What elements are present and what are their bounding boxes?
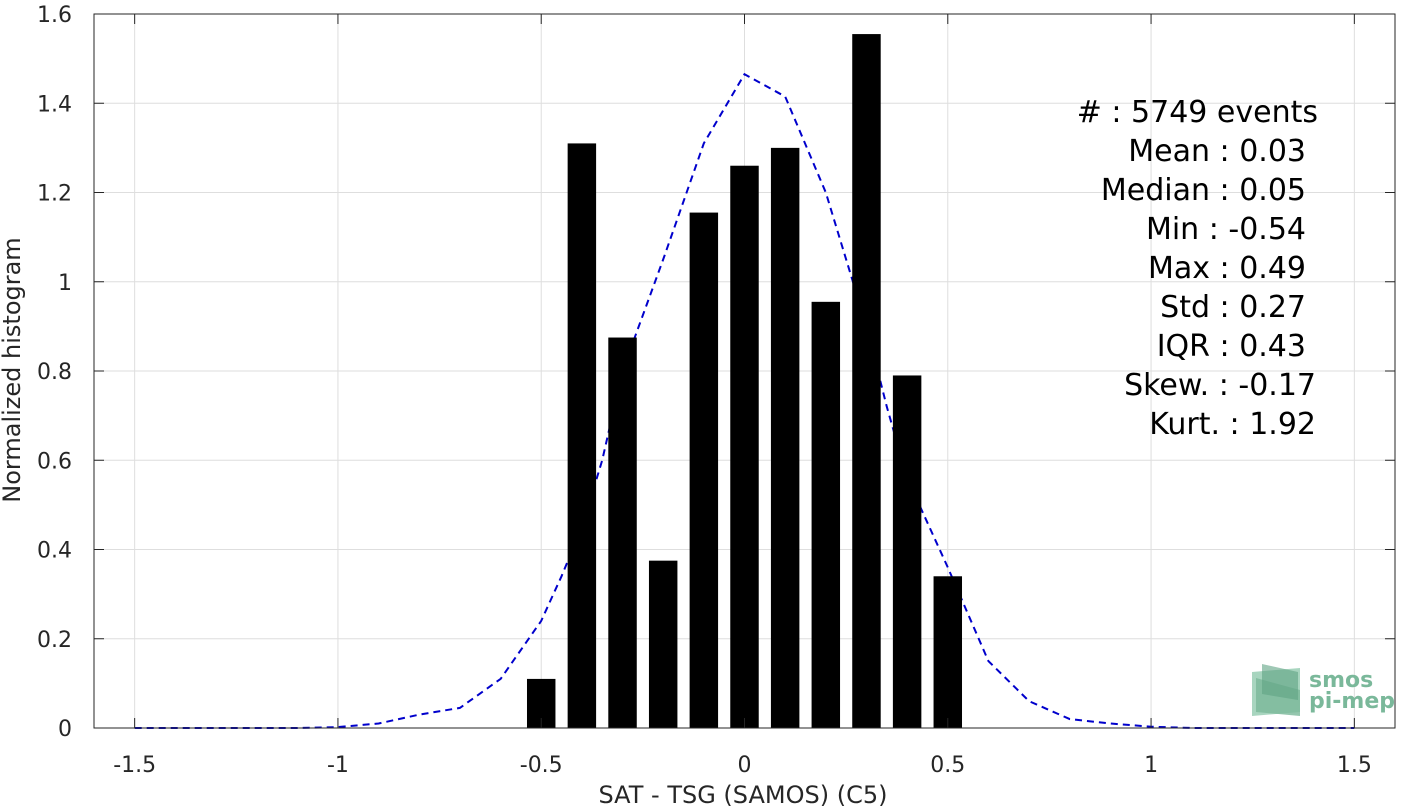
x-tick-label: 1.5 xyxy=(1337,753,1372,778)
stat-line: Mean : 0.03 xyxy=(1128,134,1306,169)
stat-line: Max : 0.49 xyxy=(1148,251,1306,286)
x-axis-title: SAT - TSG (SAMOS) (C5) xyxy=(599,781,888,809)
tick-marks xyxy=(94,13,1395,729)
stat-line: Median : 0.05 xyxy=(1101,173,1306,208)
histogram-bar xyxy=(933,576,963,728)
x-tick-labels: -1.5 -1 -0.5 0 0.5 1 1.5 xyxy=(113,753,1372,778)
stat-line: Skew. : -0.17 xyxy=(1124,368,1316,403)
histogram-bar xyxy=(689,212,719,729)
histogram-bar xyxy=(811,301,841,728)
histogram-bar xyxy=(648,560,678,728)
smos-pi-mep-logo: smos pi-mep xyxy=(1252,664,1395,716)
stat-line: Min : -0.54 xyxy=(1146,212,1306,247)
y-tick-label: 1.2 xyxy=(37,182,72,207)
y-tick-labels: 0 0.2 0.4 0.6 0.8 1 1.2 1.4 1.6 xyxy=(37,3,72,742)
y-tick-label: 0.6 xyxy=(37,449,72,474)
y-tick-label: 1 xyxy=(58,271,72,296)
stat-line: IQR : 0.43 xyxy=(1157,329,1306,364)
stat-line: Kurt. : 1.92 xyxy=(1149,407,1316,442)
y-tick-label: 0.2 xyxy=(37,628,72,653)
x-tick-label: -0.5 xyxy=(520,753,563,778)
x-tick-label: 0 xyxy=(738,753,752,778)
histogram-bar xyxy=(770,147,800,728)
logo-text-smos: smos xyxy=(1309,668,1373,693)
x-tick-label: -1.5 xyxy=(113,753,156,778)
histogram-bar xyxy=(892,375,922,728)
histogram-bar xyxy=(608,337,637,728)
stat-line: Std : 0.27 xyxy=(1160,290,1306,325)
y-axis-title: Normalized histogram xyxy=(0,237,26,502)
histogram-bar xyxy=(567,143,597,729)
y-tick-label: 0.4 xyxy=(37,539,72,564)
bars-group xyxy=(526,34,963,729)
histogram-bar xyxy=(852,34,881,729)
y-tick-label: 1.6 xyxy=(37,3,72,28)
statistics-box: # : 5749 events Mean : 0.03 Median : 0.05 M… xyxy=(1077,95,1318,442)
y-tick-label: 0.8 xyxy=(37,360,72,385)
stat-line: # : 5749 events xyxy=(1077,95,1318,130)
logo-mark-icon xyxy=(1252,664,1300,716)
y-tick-label: 1.4 xyxy=(37,92,72,117)
histogram-bar xyxy=(730,165,759,729)
logo-text-pi-mep: pi-mep xyxy=(1309,689,1395,714)
x-tick-label: 0.5 xyxy=(930,753,965,778)
x-tick-label: -1 xyxy=(327,753,349,778)
y-tick-label: 0 xyxy=(58,717,72,742)
x-tick-label: 1 xyxy=(1144,753,1158,778)
